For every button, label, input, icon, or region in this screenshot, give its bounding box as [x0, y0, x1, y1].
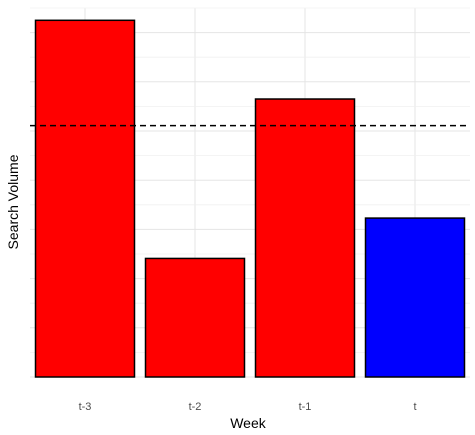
bar-t-3	[34, 19, 136, 378]
x-tick-labels: t-3 t-2 t-1 t	[79, 401, 417, 413]
x-tick-label: t-3	[79, 401, 92, 413]
bar-layer	[34, 19, 466, 378]
x-axis-title: Week	[230, 415, 267, 431]
bar-t	[364, 217, 466, 378]
x-tick-label: t	[413, 401, 416, 413]
x-tick-label: t-2	[189, 401, 202, 413]
bar-t-2	[144, 257, 246, 378]
y-axis-title: Search Volume	[5, 154, 21, 249]
x-tick-label: t-1	[299, 401, 312, 413]
bar-t-1	[254, 98, 356, 378]
